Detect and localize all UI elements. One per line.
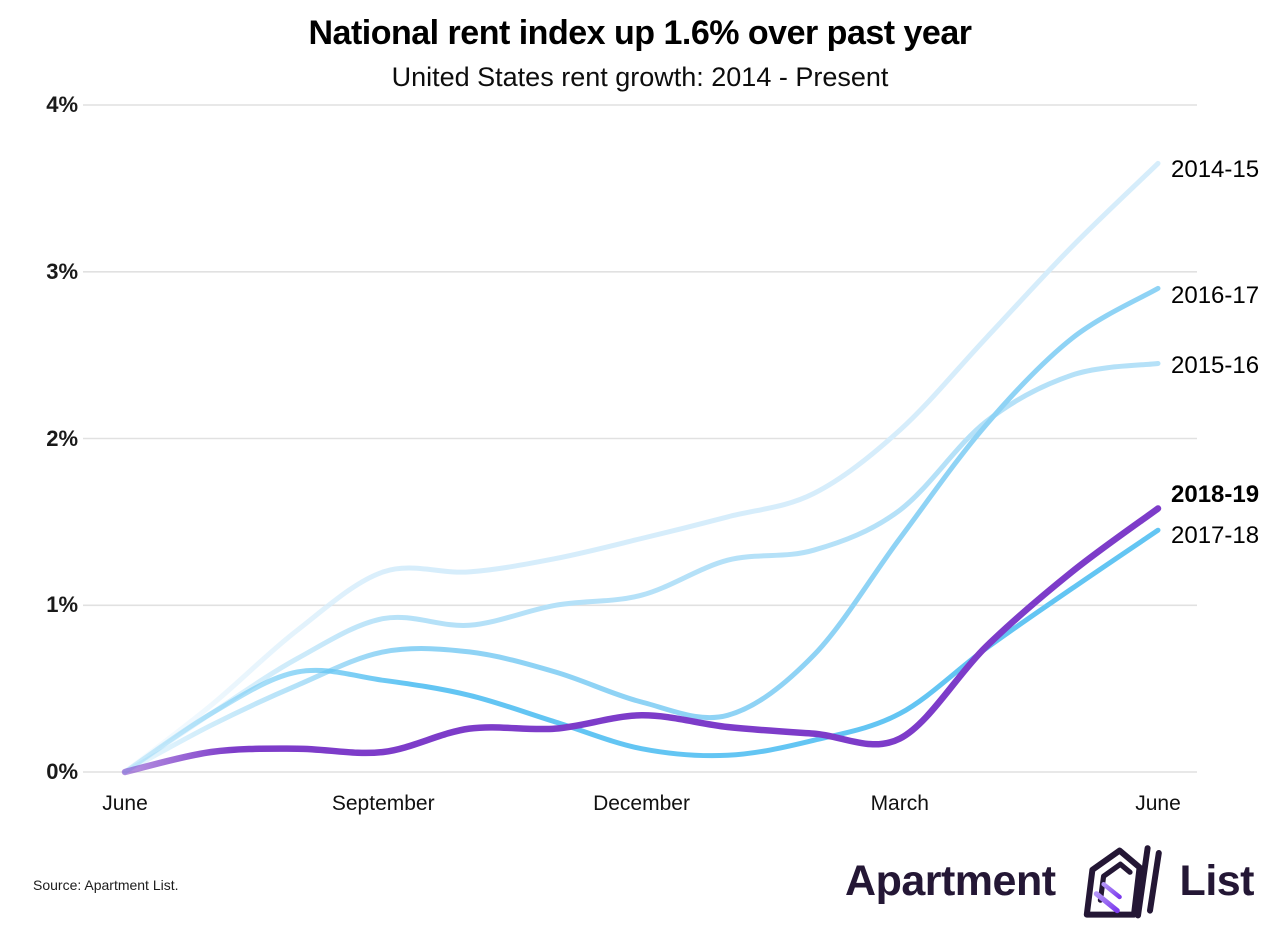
x-tick-label-June-4: June <box>1135 792 1181 815</box>
series-label-2015-16: 2015-16 <box>1171 352 1260 380</box>
series-label-2017-18: 2017-18 <box>1171 522 1260 550</box>
y-tick-label-0%: 0% <box>46 759 78 784</box>
series-label-2018-19: 2018-19 <box>1171 480 1260 508</box>
x-tick-label-March-3: March <box>870 792 929 815</box>
y-tick-label-1%: 1% <box>46 592 78 618</box>
series-line-2015-16 <box>122 361 1161 775</box>
x-tick-label-September-1: September <box>331 792 435 815</box>
chart-subtitle: United States rent growth: 2014 - Presen… <box>391 62 889 92</box>
x-tick-label-December-2: December <box>593 792 690 815</box>
series-line-2018-19 <box>121 505 1162 776</box>
series-label-2014-15: 2014-15 <box>1171 156 1260 184</box>
apartment-list-logo: Apartment List <box>845 840 1255 922</box>
logo-word-apartment: Apartment <box>845 856 1056 905</box>
y-tick-label-2%: 2% <box>46 425 78 451</box>
series-line-2014-15 <box>122 160 1161 775</box>
series-line-2016-17 <box>122 285 1161 775</box>
x-tick-label-June-0: June <box>102 792 148 815</box>
series-label-2016-17: 2016-17 <box>1171 282 1260 310</box>
y-tick-label-4%: 4% <box>46 92 78 117</box>
y-tick-label-3%: 3% <box>46 258 78 284</box>
logo-word-list: List <box>1179 856 1255 905</box>
apartment-list-house-icon <box>1083 845 1162 919</box>
series-line-2017-18 <box>122 527 1161 775</box>
source-note: Source: Apartment List. <box>33 877 179 893</box>
chart-title: National rent index up 1.6% over past ye… <box>308 14 972 52</box>
